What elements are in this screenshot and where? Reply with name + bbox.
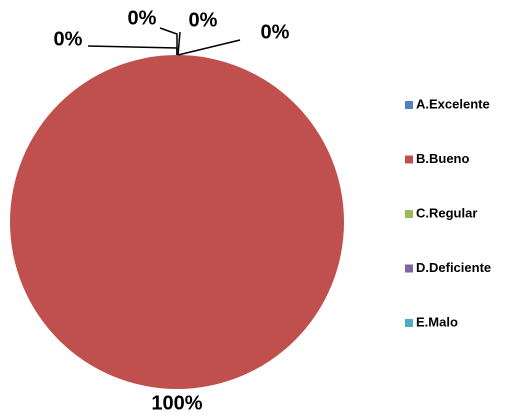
legend-swatch bbox=[405, 319, 413, 327]
pie-slice bbox=[10, 55, 344, 389]
leader-line bbox=[159, 27, 178, 55]
legend-label: D.Deficiente bbox=[416, 260, 491, 275]
data-label: 0% bbox=[189, 9, 218, 31]
leader-line bbox=[177, 39, 241, 56]
data-label: 0% bbox=[54, 28, 83, 50]
data-label: 0% bbox=[128, 7, 157, 29]
legend-label: A.Excelente bbox=[416, 96, 490, 111]
legend-label: B.Bueno bbox=[416, 151, 470, 166]
data-label: 100% bbox=[151, 392, 202, 414]
legend-label: C.Regular bbox=[416, 205, 477, 220]
legend-swatch bbox=[405, 155, 413, 164]
leader-line bbox=[177, 31, 181, 56]
legend-label: E.Malo bbox=[416, 314, 458, 329]
legend-swatch bbox=[405, 101, 413, 109]
legend-swatch bbox=[405, 264, 413, 273]
leader-line bbox=[87, 45, 178, 55]
legend-swatch bbox=[405, 210, 413, 218]
data-label: 0% bbox=[261, 21, 290, 43]
